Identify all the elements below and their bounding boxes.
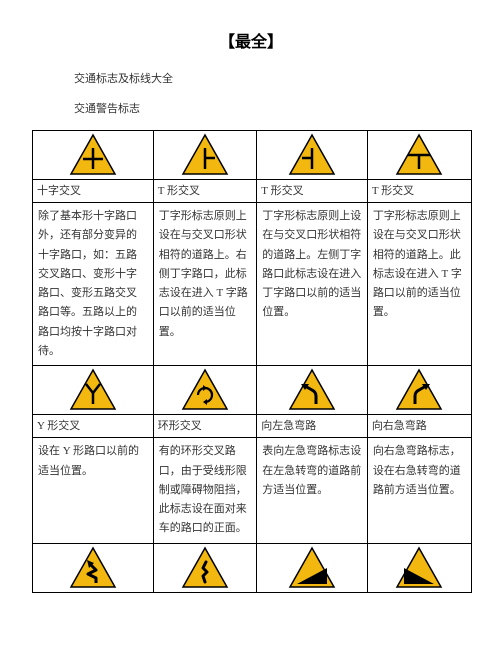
sign-desc: 除了基本形十字路口外，还有部分变异的十字路口，如：五路交叉路口、变形十字路口、变…: [33, 203, 154, 366]
subtitle-2: 交通警告标志: [74, 100, 472, 116]
sign-desc: 丁字形标志原则上设在与交叉口形状相符的道路上。右侧丁字路口，此标志设在进入 T …: [153, 203, 257, 366]
sign-label: 向左急弯路: [257, 415, 368, 438]
sign-icon-roundabout: [153, 366, 257, 415]
sign-icon-sharp-left: [257, 366, 368, 415]
sign-icon-cross: [33, 131, 154, 180]
sign-desc: 有的环形交叉路口，由于受线形限制或障碍物阻挡，此标志设在面对来车的路口的正面。: [153, 438, 257, 543]
sign-icon-reverse-left: [33, 543, 154, 592]
sign-label: T 形交叉: [367, 180, 471, 203]
sign-icon-reverse-right: [153, 543, 257, 592]
sign-icon-y: [33, 366, 154, 415]
sign-desc: 丁字形标志原则上设在与交叉口形状相符的道路上。左侧丁字路口此标志设在进入丁字路口…: [257, 203, 368, 366]
sign-icon-sharp-right: [367, 366, 471, 415]
sign-label: T 形交叉: [257, 180, 368, 203]
page-title: 【最全】: [30, 28, 472, 52]
signs-table: 十字交叉 T 形交叉 T 形交叉 T 形交叉 除了基本形十字路口外，还有部分变异…: [32, 130, 472, 593]
sign-icon-steep-down: [367, 543, 471, 592]
sign-icon-steep-up: [257, 543, 368, 592]
sign-desc: 设在 Y 形路口以前的适当位置。: [33, 438, 154, 543]
sign-desc: 向右急弯路标志，设在右急转弯的道路前方适当位置。: [367, 438, 471, 543]
sign-desc: 表向左急弯路标志设在左急转弯的道路前方适当位置。: [257, 438, 368, 543]
sign-label: 向右急弯路: [367, 415, 471, 438]
sign-icon-t-left: [257, 131, 368, 180]
sign-label: 十字交叉: [33, 180, 154, 203]
subtitle-1: 交通标志及标线大全: [74, 70, 472, 86]
sign-desc: 丁字形标志原则上设在与交叉口形状相符的道路上。此标志设在进入 T 字路口以前的适…: [367, 203, 471, 366]
sign-icon-t-right: [153, 131, 257, 180]
sign-label: 环形交叉: [153, 415, 257, 438]
sign-label: T 形交叉: [153, 180, 257, 203]
sign-label: Y 形交叉: [33, 415, 154, 438]
sign-icon-t-top: [367, 131, 471, 180]
